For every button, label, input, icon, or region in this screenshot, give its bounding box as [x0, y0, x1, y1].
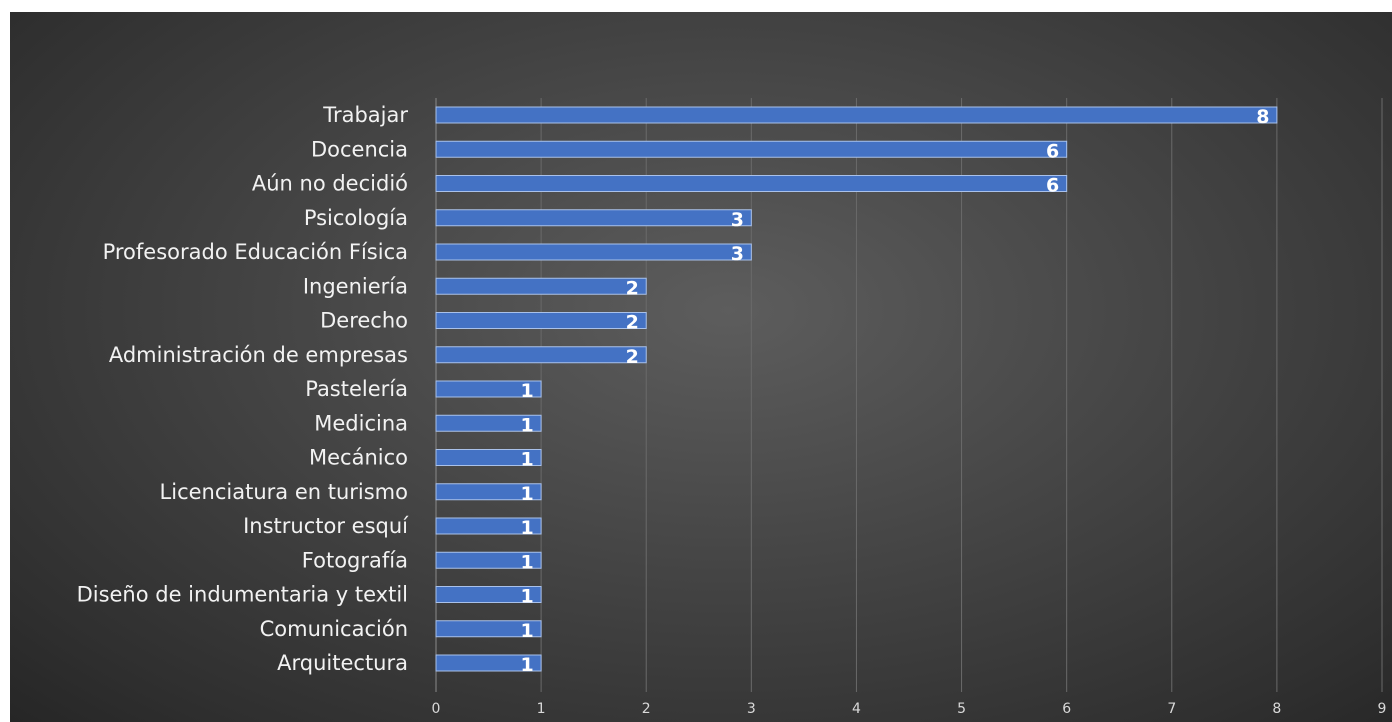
x-tick-label-0: 0 [432, 701, 441, 717]
data-label-2: 6 [1046, 175, 1059, 197]
bar-10 [435, 449, 542, 466]
data-label-3: 3 [731, 209, 744, 231]
data-label-4: 3 [731, 243, 744, 265]
category-label-0: Trabajar [322, 103, 408, 127]
bar-4 [435, 243, 752, 261]
category-label-4: Profesorado Educación Física [103, 240, 408, 264]
bar-5 [435, 277, 647, 295]
category-label-14: Diseño de indumentaria y textil [77, 583, 408, 607]
data-label-11: 1 [520, 483, 533, 505]
bar-14 [435, 586, 542, 603]
category-label-3: Psicología [304, 206, 408, 230]
x-tick-label-6: 6 [1062, 701, 1071, 717]
bar-16 [435, 654, 542, 672]
data-label-0: 8 [1256, 106, 1269, 128]
bar-3 [435, 209, 752, 227]
x-tick-label-9: 9 [1378, 701, 1387, 717]
gridlines [435, 98, 1383, 692]
bar-12 [435, 517, 542, 535]
bar-13 [435, 551, 542, 569]
category-label-8: Pastelería [305, 377, 408, 401]
category-label-12: Instructor esquí [243, 514, 409, 538]
data-label-12: 1 [520, 517, 533, 539]
category-label-10: Mecánico [309, 446, 408, 470]
x-tick-label-8: 8 [1272, 701, 1281, 717]
bar-2 [435, 175, 1068, 192]
data-label-9: 1 [520, 414, 533, 436]
data-label-5: 2 [626, 277, 639, 299]
chart-area: Trabajar Docencia Aún no decidió Psicología… [10, 12, 1392, 722]
data-label-8: 1 [520, 380, 533, 402]
bar-1 [435, 140, 1068, 158]
category-label-13: Fotografía [302, 548, 408, 572]
category-label-16: Arquitectura [277, 651, 408, 675]
x-tick-label-3: 3 [747, 701, 756, 717]
data-label-13: 1 [520, 551, 533, 573]
category-label-15: Comunicación [260, 617, 408, 641]
category-label-6: Derecho [320, 309, 408, 333]
bar-7 [435, 346, 647, 364]
bar-0 [435, 106, 1278, 124]
data-label-16: 1 [520, 654, 533, 676]
bars [435, 106, 1278, 672]
data-label-7: 2 [626, 346, 639, 368]
bar-15 [435, 620, 542, 638]
data-labels: 8 6 6 3 3 2 2 2 1 1 1 1 1 1 1 1 1 [520, 106, 1269, 676]
category-label-9: Medicina [314, 411, 408, 435]
x-tick-label-2: 2 [642, 701, 651, 717]
category-labels: Trabajar Docencia Aún no decidió Psicología… [77, 103, 410, 675]
category-label-2: Aún no decidió [252, 172, 408, 196]
data-label-15: 1 [520, 620, 533, 642]
category-label-1: Docencia [311, 137, 408, 161]
category-label-11: Licenciatura en turismo [160, 480, 408, 504]
x-axis-ticks: 0 1 2 3 4 5 6 7 8 9 [432, 701, 1387, 717]
category-label-5: Ingeniería [303, 274, 408, 298]
x-tick-label-4: 4 [852, 701, 861, 717]
bar-6 [435, 312, 647, 329]
bar-9 [435, 414, 542, 432]
x-tick-label-5: 5 [957, 701, 966, 717]
data-label-6: 2 [626, 312, 639, 334]
data-label-14: 1 [520, 586, 533, 608]
bar-8 [435, 380, 542, 398]
category-label-7: Administración de empresas [109, 343, 408, 367]
bar-11 [435, 483, 542, 501]
data-label-1: 6 [1046, 140, 1059, 162]
data-label-10: 1 [520, 449, 533, 471]
x-tick-label-7: 7 [1167, 701, 1176, 717]
x-tick-label-1: 1 [537, 701, 546, 717]
bar-chart: Trabajar Docencia Aún no decidió Psicología… [77, 98, 1387, 717]
